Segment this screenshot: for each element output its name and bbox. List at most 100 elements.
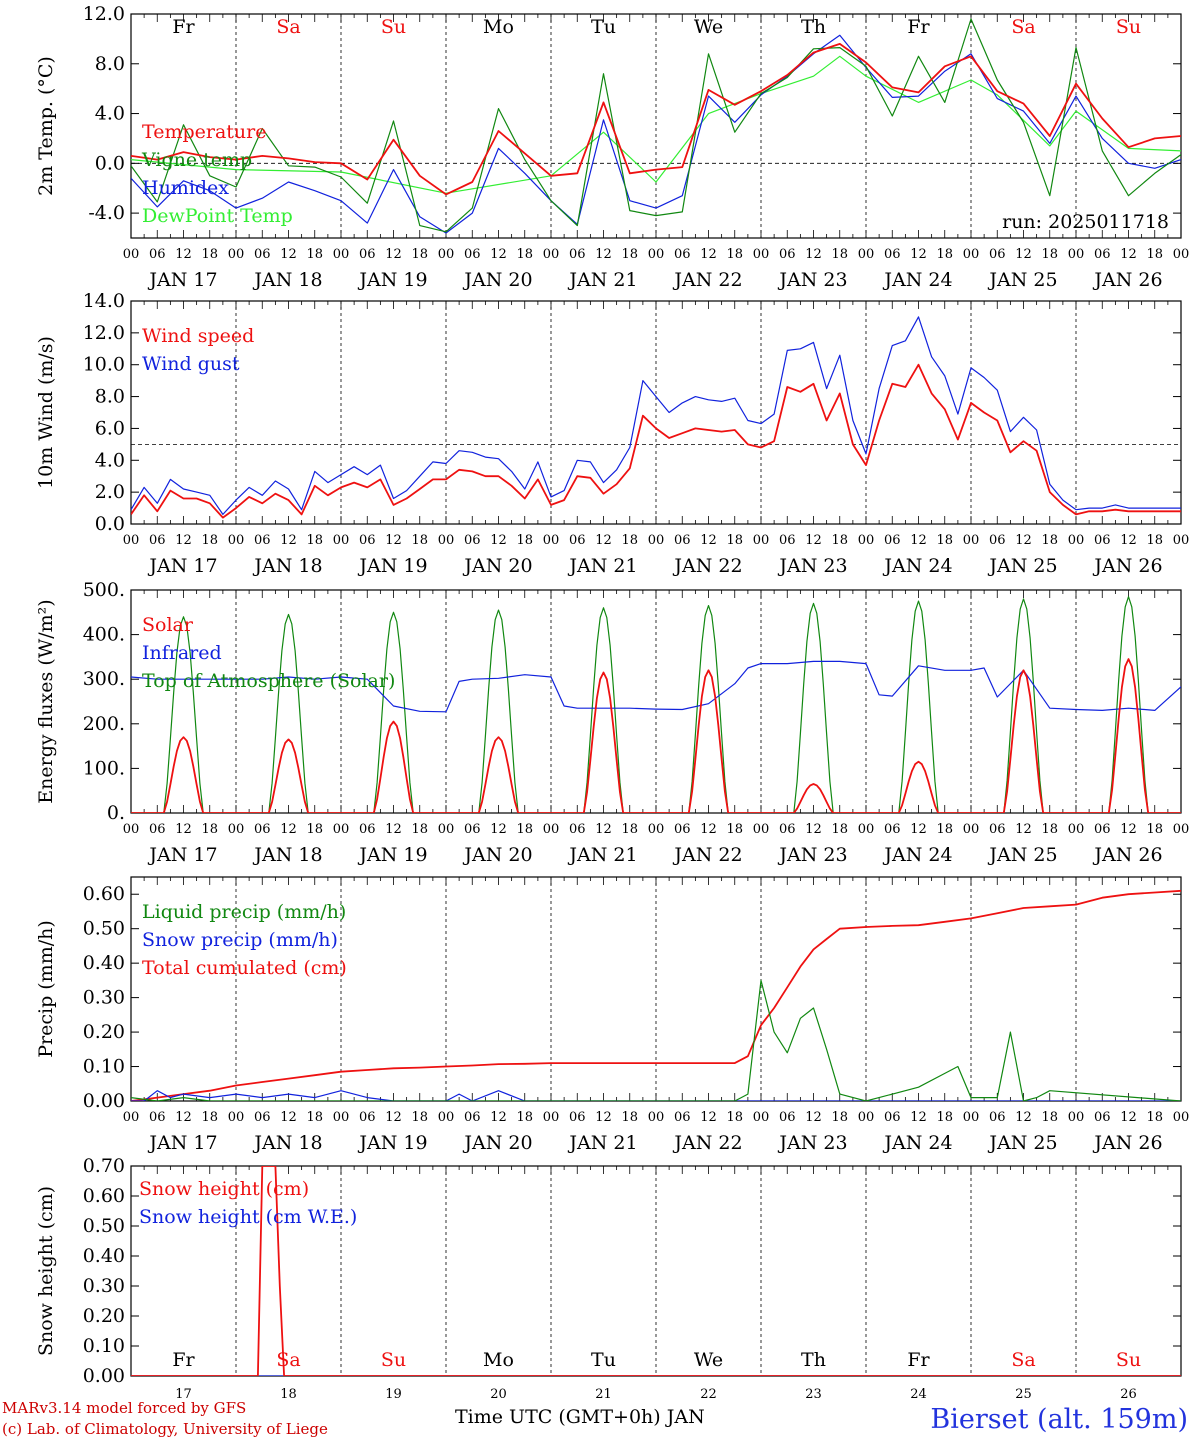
x-date-label: JAN 19 [357, 269, 427, 291]
y-tick-label: 4.0 [95, 103, 125, 125]
x-hour-label: 12 [490, 247, 507, 262]
x-hour-label: 12 [700, 1110, 717, 1125]
x-hour-label: 00 [1068, 533, 1085, 548]
x-hour-label: 18 [726, 1110, 743, 1125]
x-hour-label: 12 [1015, 247, 1032, 262]
x-hour-label: 18 [1041, 533, 1058, 548]
legend-entry: Wind speed [142, 325, 254, 347]
x-hour-label: 12 [385, 533, 402, 548]
panel-3: 0. 100. 200. 300. 400. 500. Energy fluxes (W/m… [35, 579, 1189, 866]
day-number-label: 22 [700, 1387, 717, 1402]
y-tick-label: 100. [83, 757, 125, 779]
series-group [131, 18, 1181, 234]
x-hour-label: 12 [1015, 1110, 1032, 1125]
panel-4: 0.00 0.10 0.20 0.30 0.40 0.50 0.60 Precip (mm/h… [35, 876, 1189, 1154]
panel-5: 0.00 0.10 0.20 0.30 0.40 0.50 0.60 0.70 Snow hei… [35, 1155, 1182, 1402]
x-hour-label: 06 [779, 247, 796, 262]
day-number-label: 17 [175, 1387, 192, 1402]
x-date-label: JAN 22 [672, 555, 742, 577]
x-hour-label: 18 [1041, 1110, 1058, 1125]
y-tick-label: 0.60 [83, 883, 125, 905]
weekday-label: Fr [172, 1349, 195, 1371]
x-hour-label: 06 [1094, 247, 1111, 262]
x-hour-label: 06 [884, 1110, 901, 1125]
legend-entry: Infrared [142, 642, 222, 664]
y-tick-label: 0.00 [83, 1365, 125, 1387]
x-hour-label: 12 [805, 822, 822, 837]
x-hour-label: 12 [805, 1110, 822, 1125]
x-hour-label: 18 [306, 822, 323, 837]
x-hour-label: 06 [569, 247, 586, 262]
weekday-label: Sa [276, 16, 300, 38]
x-hour-label: 00 [438, 822, 455, 837]
weekday-label: Mo [483, 16, 514, 38]
legend-entry: DewPoint Temp [142, 205, 293, 227]
x-hour-label: 18 [1146, 533, 1163, 548]
x-hour-label: 00 [858, 247, 875, 262]
x-hour-label: 06 [569, 822, 586, 837]
x-date-label: JAN 26 [1092, 1132, 1162, 1154]
y-tick-label: 0.40 [83, 952, 125, 974]
x-date-label: JAN 24 [882, 269, 952, 291]
x-hour-label: 00 [1068, 822, 1085, 837]
x-hour-label: 00 [228, 822, 245, 837]
series-line-snow-precip-mm-h- [131, 1090, 1181, 1101]
x-date-label: JAN 24 [882, 555, 952, 577]
x-hour-label: 06 [779, 822, 796, 837]
x-hour-label: 12 [385, 822, 402, 837]
y-tick-label: 2.0 [95, 481, 125, 503]
weekday-label: Sa [1011, 1349, 1035, 1371]
x-hour-label: 12 [700, 822, 717, 837]
x-hour-label: 18 [831, 533, 848, 548]
x-hour-label: 00 [333, 1110, 350, 1125]
weekday-label: Sa [276, 1349, 300, 1371]
x-hour-label: 18 [516, 533, 533, 548]
x-date-label: JAN 25 [987, 1132, 1057, 1154]
y-tick-label: 0.00 [83, 1090, 125, 1112]
weekday-label: Fr [172, 16, 195, 38]
x-date-label: JAN 23 [777, 844, 847, 866]
x-hour-label: 12 [1015, 533, 1032, 548]
x-date-label: JAN 23 [777, 269, 847, 291]
x-hour-label: 12 [490, 1110, 507, 1125]
y-tick-label: 0.70 [83, 1155, 125, 1177]
day-number-label: 21 [595, 1387, 612, 1402]
x-date-label: JAN 19 [357, 555, 427, 577]
y-axis-title: 10m Wind (m/s) [35, 336, 57, 489]
x-hour-label: 12 [175, 533, 192, 548]
x-hour-label: 00 [963, 247, 980, 262]
x-date-label: JAN 24 [882, 844, 952, 866]
panel-1: -4.0 0.0 4.0 8.0 12.0 2m Temp. (°C) 00 06 12 18 00… [35, 3, 1189, 291]
y-tick-label: 0. [107, 802, 125, 824]
weekday-label: We [694, 1349, 723, 1371]
x-hour-label: 18 [621, 1110, 638, 1125]
y-axis-title: Snow height (cm) [35, 1186, 57, 1356]
x-hour-label: 12 [700, 247, 717, 262]
legend-entry: Liquid precip (mm/h) [142, 901, 346, 923]
x-hour-label: 18 [201, 247, 218, 262]
x-hour-label: 18 [1146, 822, 1163, 837]
x-hour-label: 18 [1041, 822, 1058, 837]
x-hour-label: 18 [936, 1110, 953, 1125]
y-tick-label: 400. [83, 624, 125, 646]
weekday-label: Su [381, 16, 406, 38]
day-number-label: 19 [385, 1387, 402, 1402]
y-tick-label: 4.0 [95, 449, 125, 471]
x-hour-label: 00 [123, 533, 140, 548]
x-date-label: JAN 19 [357, 1132, 427, 1154]
x-hour-label: 18 [201, 822, 218, 837]
legend-entry: Top of Atmosphere (Solar) [142, 670, 395, 692]
x-hour-label: 18 [1146, 247, 1163, 262]
x-hour-label: 00 [753, 822, 770, 837]
x-hour-label: 06 [884, 822, 901, 837]
x-hour-label: 18 [306, 247, 323, 262]
x-date-label: JAN 25 [987, 844, 1057, 866]
legend-entry: Temperature [142, 121, 266, 143]
x-hour-label: 00 [228, 247, 245, 262]
x-hour-label: 12 [385, 247, 402, 262]
x-date-label: JAN 17 [147, 844, 217, 866]
y-axis-title: 2m Temp. (°C) [35, 56, 57, 196]
x-date-label: JAN 21 [567, 269, 637, 291]
x-hour-label: 00 [963, 822, 980, 837]
x-hour-label: 12 [910, 822, 927, 837]
